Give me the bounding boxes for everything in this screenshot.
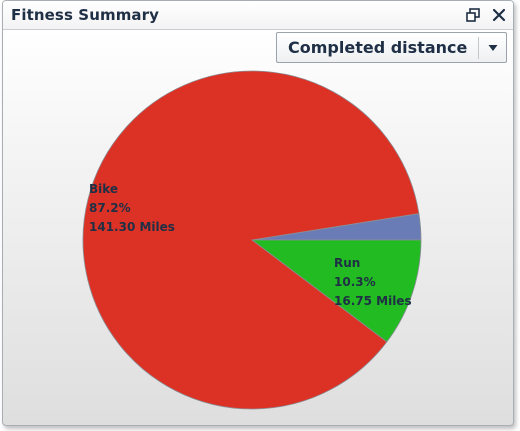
pie-label-bike-percent: 87.2% <box>89 201 131 215</box>
fitness-summary-widget: Fitness Summary Completed distance Bike 8… <box>2 0 514 426</box>
metric-select-dropdown[interactable]: Completed distance <box>276 32 507 63</box>
pie-slice-bike[interactable] <box>82 70 420 410</box>
widget-titlebar: Fitness Summary <box>3 1 513 30</box>
pie-label-bike-name: Bike <box>89 182 118 196</box>
distance-pie-chart: Bike 87.2% 141.30 Miles Run 10.3% 16.75 Miles <box>82 70 422 410</box>
close-icon[interactable] <box>489 5 509 25</box>
pie-labels: Bike 87.2% 141.30 Miles Run 10.3% 16.75 Miles <box>89 182 412 308</box>
widget-title: Fitness Summary <box>11 6 160 24</box>
caret-down-icon[interactable] <box>480 33 506 62</box>
restore-window-icon[interactable] <box>463 5 483 25</box>
pie-label-run-value: 16.75 Miles <box>334 294 412 308</box>
pie-slice-run[interactable] <box>250 239 422 343</box>
pie-label-run-name: Run <box>334 256 360 270</box>
metric-select-value: Completed distance <box>288 38 468 57</box>
pie-label-run-percent: 10.3% <box>334 275 376 289</box>
dropdown-divider <box>478 37 479 59</box>
pie-label-bike-value: 141.30 Miles <box>89 220 175 234</box>
pie-slices <box>82 70 422 410</box>
